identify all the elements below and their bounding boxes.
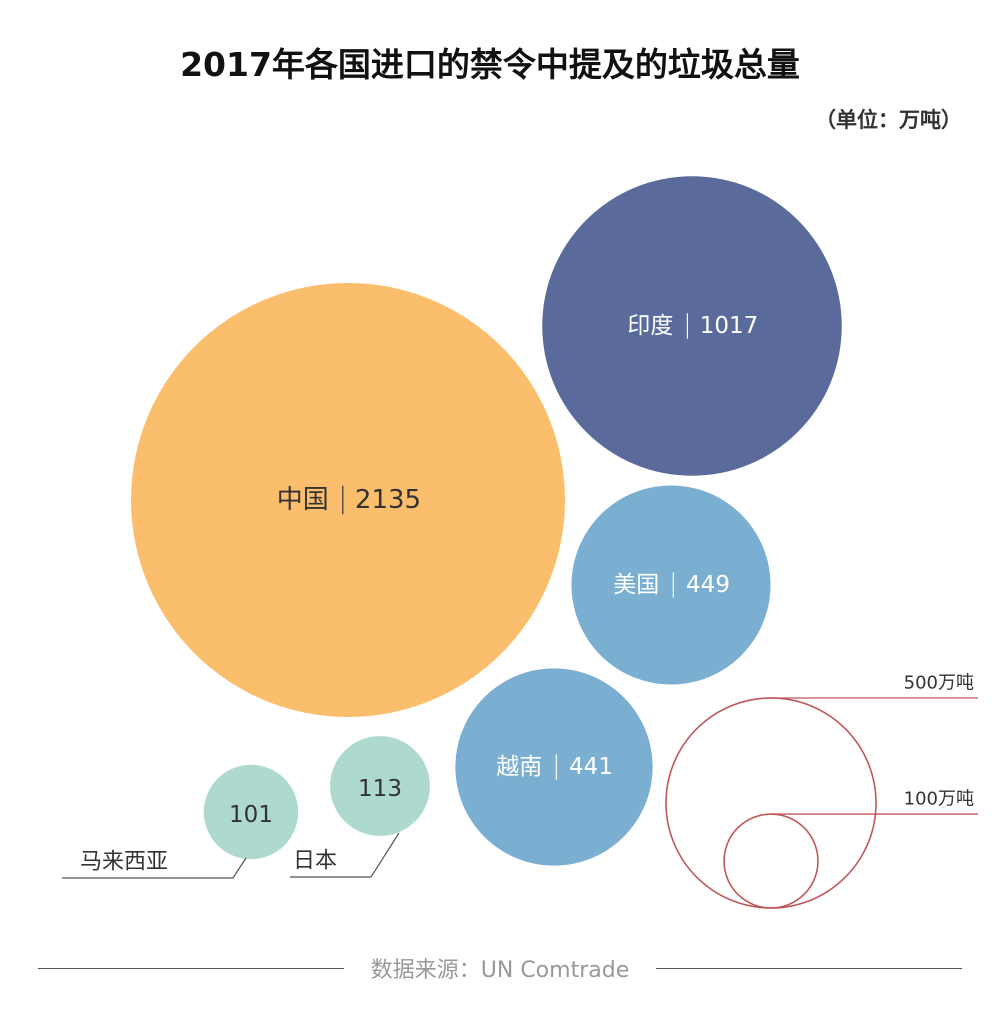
bubble-value-vietnam: 441 <box>569 754 613 780</box>
source-divider-right <box>656 968 962 969</box>
bubble-vietnam <box>455 668 653 866</box>
bubble-value-china: 2135 <box>355 485 421 515</box>
bubble-label-india: 印度 <box>627 313 673 339</box>
leader-line-malaysia <box>62 857 247 879</box>
legend-label-100: 100万吨 <box>904 789 974 810</box>
bubble-label-malaysia: 马来西亚 <box>80 850 168 875</box>
bubble-malaysia <box>203 764 299 860</box>
chart-title: 2017年各国进口的禁令中提及的垃圾总量 <box>180 45 800 84</box>
bubble-india <box>542 176 842 476</box>
bubble-china <box>131 283 565 717</box>
legend-label-500: 500万吨 <box>904 672 974 693</box>
leader-line-japan <box>290 832 400 878</box>
bubble-japan <box>330 736 430 836</box>
bubble-value-usa: 449 <box>686 572 730 598</box>
unit-label: （单位：万吨） <box>815 108 962 132</box>
bubble-label-japan: 日本 <box>293 849 337 874</box>
bubble-label-china: 中国 <box>277 485 329 515</box>
source-text: 数据来源：UN Comtrade <box>370 958 630 983</box>
bubble-label-usa: 美国 <box>613 572 659 598</box>
bubble-value-malaysia: 101 <box>229 802 273 828</box>
bubble-label-vietnam: 越南 <box>496 754 542 780</box>
legend-circle-100 <box>723 813 819 909</box>
bubble-value-japan: 113 <box>358 776 402 802</box>
bubble-usa <box>571 485 771 685</box>
source-row: 数据来源：UN Comtrade <box>38 950 962 986</box>
legend-circle-500 <box>665 697 877 909</box>
bubble-value-india: 1017 <box>700 313 759 339</box>
source-divider-left <box>38 968 344 969</box>
